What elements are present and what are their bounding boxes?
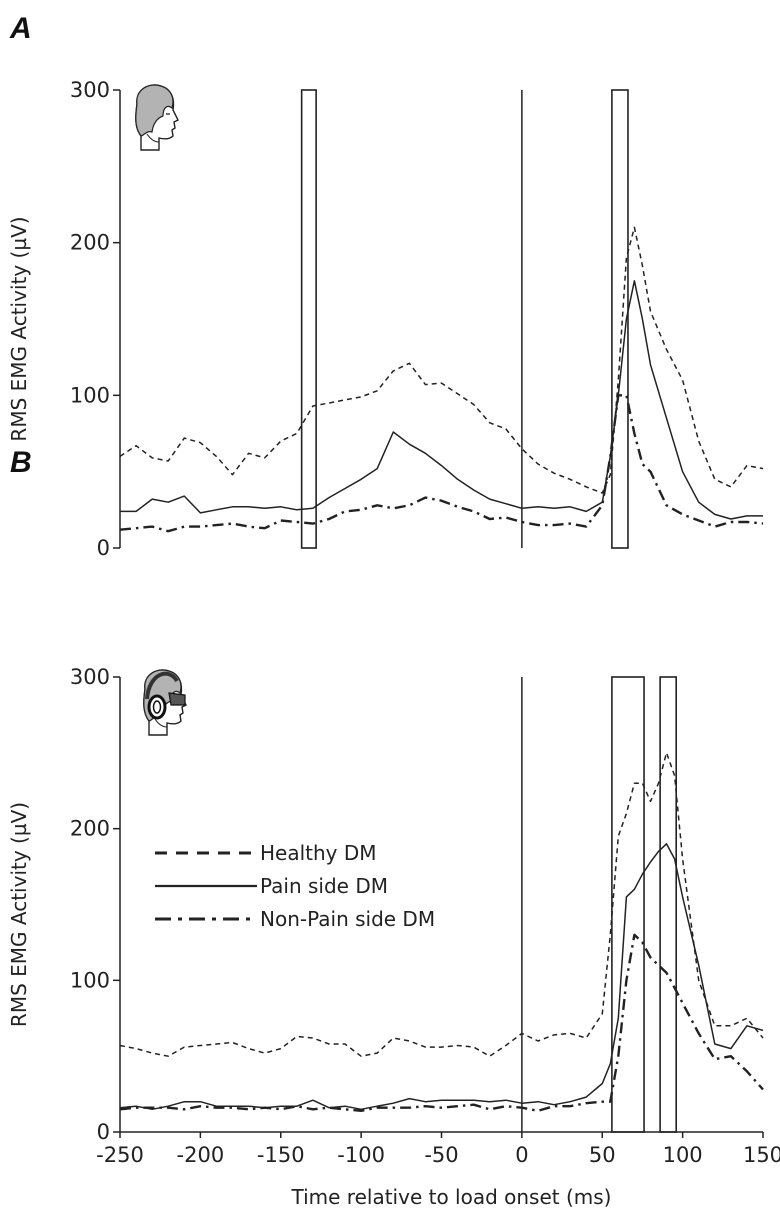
jaw-line xyxy=(146,133,160,143)
x-tick-label: -50 xyxy=(424,1143,458,1167)
series-line-pain xyxy=(120,280,763,520)
head-with-headphones-icon xyxy=(143,669,187,736)
x-tick-label: -200 xyxy=(177,1143,225,1167)
analysis-window xyxy=(300,89,317,549)
x-tick-label: 100 xyxy=(663,1143,703,1167)
y-axis-title: RMS EMG Activity (µV) xyxy=(7,216,31,441)
x-tick-label: -150 xyxy=(257,1143,305,1167)
legend-label-pain: Pain side DM xyxy=(260,874,388,898)
headphone-cup-inner xyxy=(152,700,162,714)
jaw-line xyxy=(154,718,168,728)
y-tick-label: 300 xyxy=(70,78,110,102)
series-line-nonpain xyxy=(119,933,764,1113)
panel-letter: A xyxy=(9,12,32,45)
legend-label-nonpain: Non-Pain side DM xyxy=(260,907,435,931)
x-tick-label: 50 xyxy=(589,1143,616,1167)
y-axis-title: RMS EMG Activity (µV) xyxy=(7,802,31,1027)
x-tick-label: -250 xyxy=(96,1143,144,1167)
y-tick-label: 0 xyxy=(97,1120,110,1144)
series-line-healthy xyxy=(119,752,764,1057)
y-tick-label: 300 xyxy=(70,665,110,689)
panel-a: A 0 100 200 300 RMS EMG Activity (µV) xyxy=(7,12,764,560)
y-tick-label: 100 xyxy=(70,383,110,407)
x-tick-label: -100 xyxy=(337,1143,385,1167)
panel-b: B 0 100 200 300 -250 -200 -150 -100 -50 0 50 100 150 R… xyxy=(7,446,780,1209)
head-profile-icon xyxy=(135,84,179,151)
goggles xyxy=(168,692,186,706)
analysis-window xyxy=(611,676,645,1133)
hair xyxy=(135,84,174,137)
y-tick-label: 0 xyxy=(97,536,110,560)
panel-letter: B xyxy=(10,446,32,479)
y-tick-label: 100 xyxy=(70,968,110,992)
analysis-window xyxy=(611,89,629,549)
headphone-band xyxy=(145,671,179,700)
legend: Healthy DM Pain side DM Non-Pain side DM xyxy=(155,841,435,931)
series-line-healthy xyxy=(119,226,764,494)
analysis-window xyxy=(659,676,677,1133)
legend-label-healthy: Healthy DM xyxy=(260,841,377,865)
x-tick-label: 0 xyxy=(515,1143,528,1167)
x-axis-title: Time relative to load onset (ms) xyxy=(291,1185,612,1209)
y-tick-label: 200 xyxy=(70,817,110,841)
series-line-nonpain xyxy=(119,394,764,533)
y-tick-label: 200 xyxy=(70,231,110,255)
series-line-pain xyxy=(119,843,764,1111)
x-tick-label: 150 xyxy=(743,1143,780,1167)
